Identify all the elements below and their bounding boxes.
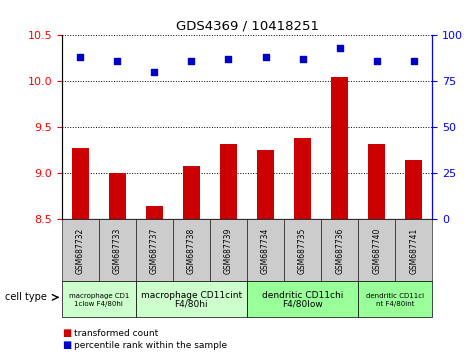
Point bbox=[225, 57, 232, 62]
Bar bbox=[220, 144, 237, 219]
Text: F4/80low: F4/80low bbox=[282, 300, 323, 309]
Text: macrophage CD1: macrophage CD1 bbox=[68, 293, 129, 298]
Point bbox=[410, 58, 418, 64]
Text: nt F4/80int: nt F4/80int bbox=[376, 302, 415, 307]
Text: macrophage CD11cint: macrophage CD11cint bbox=[141, 291, 242, 300]
Bar bbox=[368, 144, 385, 219]
Text: 1clow F4/80hi: 1clow F4/80hi bbox=[75, 302, 123, 307]
Bar bbox=[331, 77, 348, 219]
Text: GSM687741: GSM687741 bbox=[409, 227, 418, 274]
Text: GSM687734: GSM687734 bbox=[261, 227, 270, 274]
Point bbox=[188, 58, 195, 64]
Text: GSM687735: GSM687735 bbox=[298, 227, 307, 274]
Text: GSM687739: GSM687739 bbox=[224, 227, 233, 274]
Text: GSM687732: GSM687732 bbox=[76, 227, 85, 274]
Bar bbox=[294, 138, 311, 219]
Bar bbox=[183, 166, 200, 219]
Text: dendritic CD11ci: dendritic CD11ci bbox=[366, 293, 424, 298]
Bar bbox=[109, 173, 126, 219]
Bar bbox=[72, 148, 89, 219]
Text: percentile rank within the sample: percentile rank within the sample bbox=[74, 341, 227, 350]
Text: ■: ■ bbox=[62, 329, 71, 338]
Point bbox=[373, 58, 380, 64]
Point bbox=[262, 55, 269, 60]
Point bbox=[114, 58, 121, 64]
Text: transformed count: transformed count bbox=[74, 329, 158, 338]
Text: GSM687740: GSM687740 bbox=[372, 227, 381, 274]
Title: GDS4369 / 10418251: GDS4369 / 10418251 bbox=[175, 20, 319, 33]
Bar bbox=[257, 150, 274, 219]
Text: F4/80hi: F4/80hi bbox=[175, 300, 208, 309]
Point bbox=[151, 69, 158, 75]
Text: GSM687736: GSM687736 bbox=[335, 227, 344, 274]
Text: GSM687738: GSM687738 bbox=[187, 227, 196, 274]
Point bbox=[299, 57, 306, 62]
Bar bbox=[146, 206, 163, 219]
Text: GSM687733: GSM687733 bbox=[113, 227, 122, 274]
Text: ■: ■ bbox=[62, 340, 71, 350]
Bar bbox=[405, 160, 422, 219]
Text: GSM687737: GSM687737 bbox=[150, 227, 159, 274]
Text: dendritic CD11chi: dendritic CD11chi bbox=[262, 291, 343, 300]
Text: cell type: cell type bbox=[5, 292, 47, 302]
Point bbox=[76, 55, 84, 60]
Point bbox=[336, 45, 343, 51]
